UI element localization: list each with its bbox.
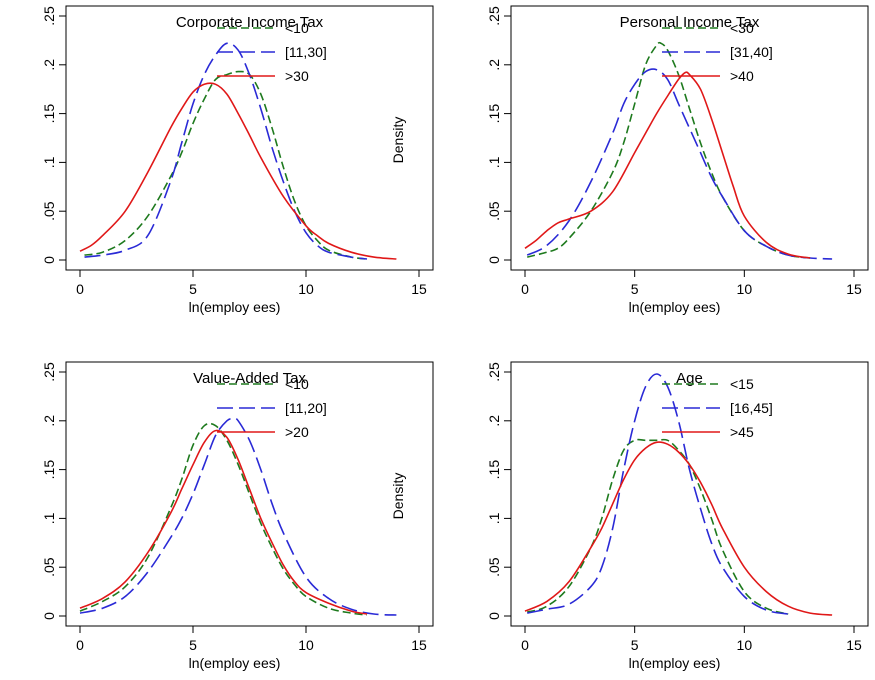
- legend-label-1: <10: [285, 20, 309, 36]
- x-tick-label: 5: [189, 637, 197, 653]
- y-tick-label: .05: [486, 557, 502, 577]
- y-axis-title: Density: [390, 117, 406, 164]
- panel-title: Value-Added Tax: [193, 370, 306, 387]
- y-tick-label: .2: [486, 415, 502, 427]
- y-tick-label: .05: [41, 201, 57, 221]
- y-tick-label: .15: [486, 104, 502, 124]
- y-tick-label: 0: [41, 612, 57, 620]
- x-tick-label: 10: [298, 637, 314, 653]
- y-tick-label: .25: [41, 6, 57, 26]
- legend-label-1: <30: [730, 20, 754, 36]
- series-line-1: [84, 70, 368, 260]
- panel-4: 0 5 10 15 0 .05 .1 .15 .2 .25 ln(employ ees) Densit…: [390, 361, 869, 671]
- y-tick-label: .2: [41, 59, 57, 71]
- legend-label-1: <10: [285, 376, 309, 392]
- panel-3: 0 5 10 15 0 .05 .1 .15 .2 .25 ln(employ ees) Value-…: [41, 361, 434, 671]
- series-line-3: [524, 71, 811, 259]
- x-tick-label: 5: [631, 281, 639, 297]
- y-tick-label: .15: [41, 104, 57, 124]
- legend-label-2: [11,30]: [285, 44, 327, 60]
- x-tick-label: 5: [631, 637, 639, 653]
- x-tick-label: 5: [189, 281, 197, 297]
- x-tick-label: 10: [298, 281, 314, 297]
- x-tick-label: 10: [737, 637, 753, 653]
- y-tick-label: 0: [486, 256, 502, 264]
- panel-title: Corporate Income Tax: [176, 14, 324, 31]
- x-tick-label: 15: [846, 281, 862, 297]
- panel-2: 0 5 10 15 0 .05 .1 .15 .2 .25 ln(employ ees) Densit…: [390, 5, 869, 315]
- x-axis-title: ln(employ ees): [629, 655, 721, 671]
- y-tick-label: .1: [486, 512, 502, 524]
- y-tick-label: .2: [41, 415, 57, 427]
- plot-frame: [65, 361, 434, 627]
- panel-title: Personal Income Tax: [620, 14, 760, 31]
- series-line-3: [79, 82, 397, 260]
- legend-label-2: [31,40]: [730, 44, 773, 60]
- legend-label-1: <15: [730, 376, 754, 392]
- y-tick-label: .25: [486, 6, 502, 26]
- series-line-3: [79, 429, 368, 615]
- series-line-1: [79, 422, 368, 616]
- x-tick-label: 15: [846, 637, 862, 653]
- x-axis-title: ln(employ ees): [189, 655, 281, 671]
- y-tick-label: .1: [41, 156, 57, 168]
- y-tick-label: .05: [486, 201, 502, 221]
- y-tick-label: .2: [486, 59, 502, 71]
- y-tick-label: 0: [486, 612, 502, 620]
- x-tick-label: 10: [737, 281, 753, 297]
- y-tick-label: .25: [41, 362, 57, 382]
- legend-label-3: >20: [285, 424, 309, 440]
- plot-frame: [510, 5, 869, 271]
- x-axis-title: ln(employ ees): [629, 299, 721, 315]
- y-tick-label: .25: [486, 362, 502, 382]
- legend-label-3: >40: [730, 68, 754, 84]
- y-tick-label: .15: [486, 460, 502, 480]
- series-line-2: [526, 68, 833, 260]
- y-axis-title: Density: [390, 473, 406, 520]
- x-tick-label: 15: [411, 637, 427, 653]
- x-tick-label: 15: [411, 281, 427, 297]
- legend-label-2: [11,20]: [285, 400, 327, 416]
- x-tick-label: 0: [76, 637, 84, 653]
- y-tick-label: .05: [41, 557, 57, 577]
- plot-frame: [65, 5, 434, 271]
- x-tick-label: 0: [521, 637, 529, 653]
- series-line-2: [79, 417, 397, 616]
- series-line-3: [524, 441, 833, 616]
- panel-1: 0 5 10 15 0 .05 .1 .15 .2 .25 ln(employ ees) Corpor…: [41, 5, 434, 315]
- legend-label-3: >30: [285, 68, 309, 84]
- legend-label-2: [16,45]: [730, 400, 773, 416]
- y-tick-label: .1: [486, 156, 502, 168]
- plot-frame: [510, 361, 869, 627]
- series-line-1: [527, 41, 811, 259]
- panel-title: Age: [676, 370, 703, 387]
- y-tick-label: 0: [41, 256, 57, 264]
- series-line-2: [84, 42, 368, 260]
- x-axis-title: ln(employ ees): [189, 299, 281, 315]
- legend-label-3: >45: [730, 424, 754, 440]
- series-line-2: [527, 373, 789, 615]
- y-tick-label: .15: [41, 460, 57, 480]
- series-line-1: [526, 438, 789, 615]
- x-tick-label: 0: [76, 281, 84, 297]
- x-tick-label: 0: [521, 281, 529, 297]
- y-tick-label: .1: [41, 512, 57, 524]
